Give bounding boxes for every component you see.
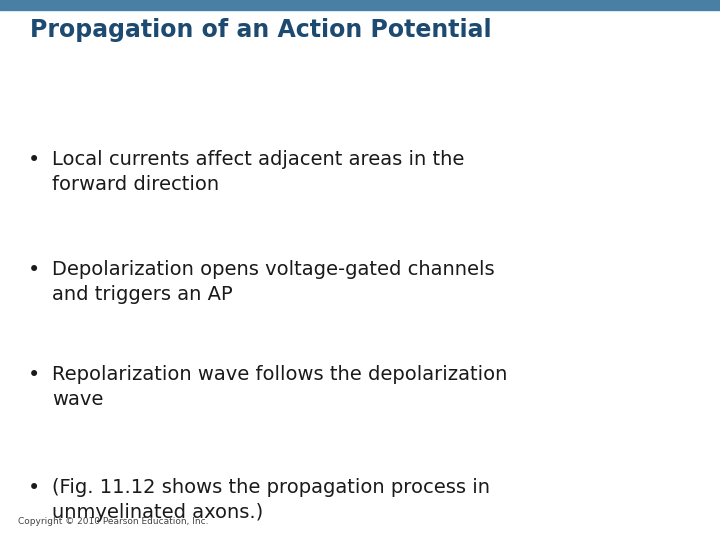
Text: Repolarization wave follows the depolarization
wave: Repolarization wave follows the depolari…: [52, 365, 508, 409]
Text: Local currents affect adjacent areas in the
forward direction: Local currents affect adjacent areas in …: [52, 150, 464, 194]
Text: •: •: [28, 150, 40, 170]
Text: Copyright © 2010 Pearson Education, Inc.: Copyright © 2010 Pearson Education, Inc.: [18, 517, 209, 526]
Text: Depolarization opens voltage-gated channels
and triggers an AP: Depolarization opens voltage-gated chann…: [52, 260, 495, 304]
Text: •: •: [28, 478, 40, 498]
Text: •: •: [28, 260, 40, 280]
Text: Propagation of an Action Potential: Propagation of an Action Potential: [30, 18, 492, 42]
Text: (Fig. 11.12 shows the propagation process in
unmyelinated axons.): (Fig. 11.12 shows the propagation proces…: [52, 478, 490, 522]
Text: •: •: [28, 365, 40, 385]
